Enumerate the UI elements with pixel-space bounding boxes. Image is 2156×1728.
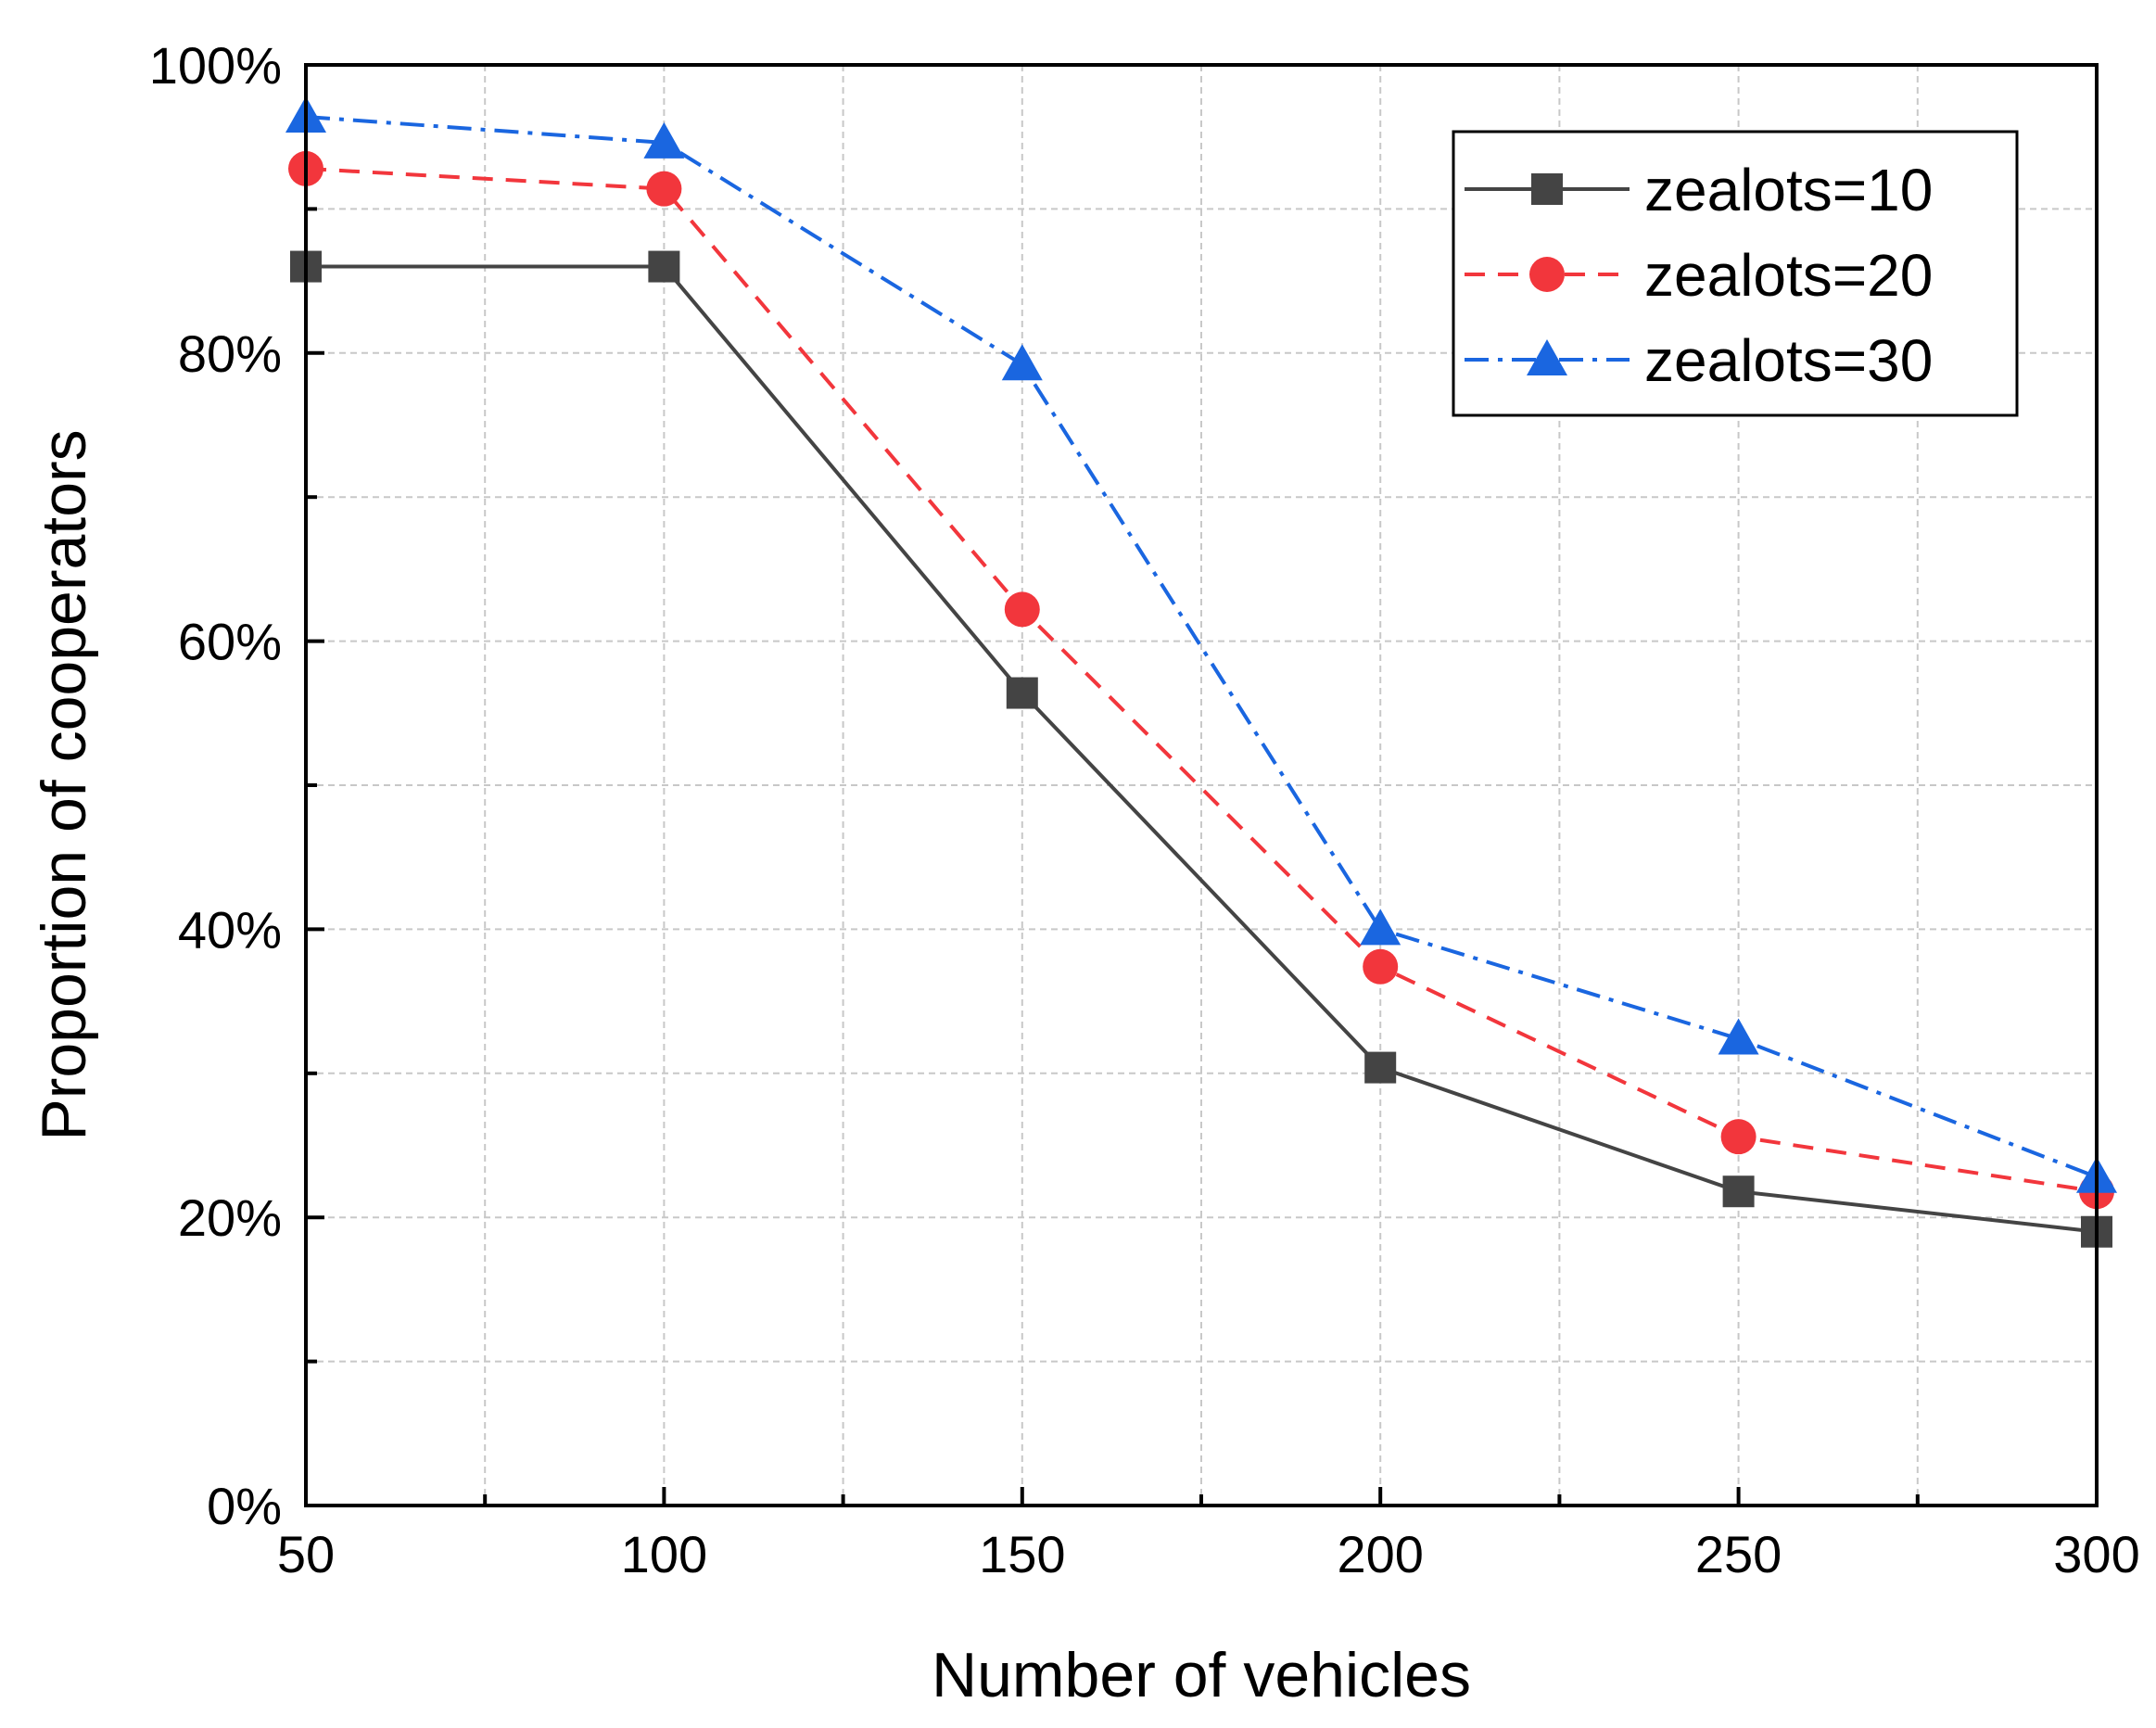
y-tick-label: 60% [178,613,282,671]
data-point-square [648,250,680,283]
series-line [305,166,2098,1194]
data-point-triangle [1718,1018,1759,1055]
data-point-square [1006,677,1038,709]
data-point-circle [1720,1119,1757,1155]
data-point-triangle [1001,344,1043,381]
legend-marker-square [1531,173,1563,205]
x-tick-label: 100 [621,1525,707,1583]
data-point-circle [646,171,682,207]
data-point-square [1722,1175,1755,1208]
x-tick-label: 150 [979,1525,1065,1583]
y-tick-label: 20% [178,1188,282,1247]
data-point-square [1364,1051,1397,1084]
y-tick-label: 80% [178,324,282,383]
legend-label: zealots=10 [1644,157,1933,223]
x-tick-label: 50 [277,1525,335,1583]
plot-frame [304,63,2099,1507]
series-3 [285,95,2117,1193]
legend-entry: zealots=10 [1465,157,1933,223]
x-tick-label: 250 [1695,1525,1782,1583]
axis-ticks: 50 100 150 200 250 300 0% 20% 40% 60% 80% 100% [149,36,2140,1583]
x-tick-label: 300 [2053,1525,2139,1583]
legend-label: zealots=20 [1644,242,1933,309]
y-tick-label: 0% [207,1477,282,1535]
legend-marker-triangle [1527,339,1567,375]
data-point-triangle [1360,908,1401,946]
legend-marker-circle [1529,257,1565,292]
x-axis-title: Number of vehicles [932,1640,1471,1710]
x-tick-label: 200 [1337,1525,1423,1583]
legend-entry: zealots=20 [1465,242,1933,309]
y-tick-label: 40% [178,900,282,959]
series-line [306,264,2098,1234]
series-line [305,114,2098,1179]
data-point-circle [1363,948,1399,985]
y-tick-label: 100% [149,36,282,95]
data-point-triangle [643,121,685,159]
y-axis-title: Proportion of cooperators [29,429,99,1140]
legend: zealots=10 zealots=20 zealots=30 [1452,130,2019,417]
data-point-circle [1004,591,1040,628]
legend-label: zealots=30 [1644,327,1933,394]
legend-entry: zealots=30 [1465,327,1933,394]
